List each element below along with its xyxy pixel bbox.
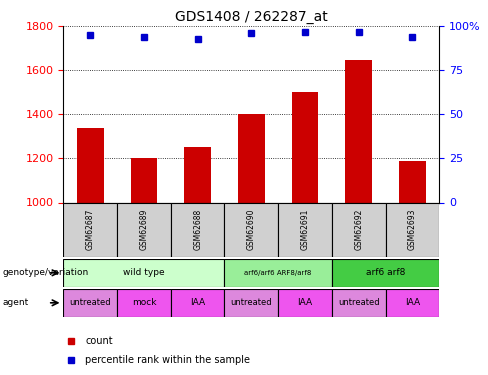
Text: IAA: IAA [298, 298, 312, 307]
Text: percentile rank within the sample: percentile rank within the sample [85, 355, 250, 365]
Bar [224, 202, 278, 257]
Bar [332, 259, 439, 287]
Text: untreated: untreated [230, 298, 272, 307]
Bar [63, 202, 117, 257]
Text: agent: agent [2, 298, 29, 307]
Text: arf6/arf6 ARF8/arf8: arf6/arf6 ARF8/arf8 [244, 270, 312, 276]
Bar [292, 92, 318, 202]
Text: GSM62687: GSM62687 [86, 209, 95, 251]
Bar [386, 289, 439, 317]
Text: count: count [85, 336, 113, 346]
Bar [131, 158, 157, 203]
Text: GSM62692: GSM62692 [354, 209, 363, 251]
Title: GDS1408 / 262287_at: GDS1408 / 262287_at [175, 10, 328, 24]
Bar [278, 289, 332, 317]
Bar [117, 202, 171, 257]
Bar [224, 259, 332, 287]
Bar [171, 289, 224, 317]
Bar [386, 202, 439, 257]
Text: GSM62689: GSM62689 [140, 209, 148, 251]
Bar [63, 259, 224, 287]
Text: untreated: untreated [338, 298, 380, 307]
Text: untreated: untreated [69, 298, 111, 307]
Bar [346, 60, 372, 202]
Bar [238, 114, 264, 202]
Bar [63, 289, 117, 317]
Text: IAA: IAA [190, 298, 205, 307]
Text: genotype/variation: genotype/variation [2, 268, 89, 278]
Bar [332, 202, 386, 257]
Bar [332, 289, 386, 317]
Bar [184, 147, 211, 202]
Text: mock: mock [132, 298, 156, 307]
Text: arf6 arf8: arf6 arf8 [366, 268, 405, 278]
Text: GSM62688: GSM62688 [193, 209, 202, 251]
Text: GSM62691: GSM62691 [301, 209, 309, 251]
Text: GSM62690: GSM62690 [247, 209, 256, 251]
Text: GSM62693: GSM62693 [408, 209, 417, 251]
Text: IAA: IAA [405, 298, 420, 307]
Bar [117, 289, 171, 317]
Bar [171, 202, 224, 257]
Bar [399, 160, 426, 202]
Bar [278, 202, 332, 257]
Bar [224, 289, 278, 317]
Text: wild type: wild type [123, 268, 165, 278]
Bar [77, 128, 103, 202]
